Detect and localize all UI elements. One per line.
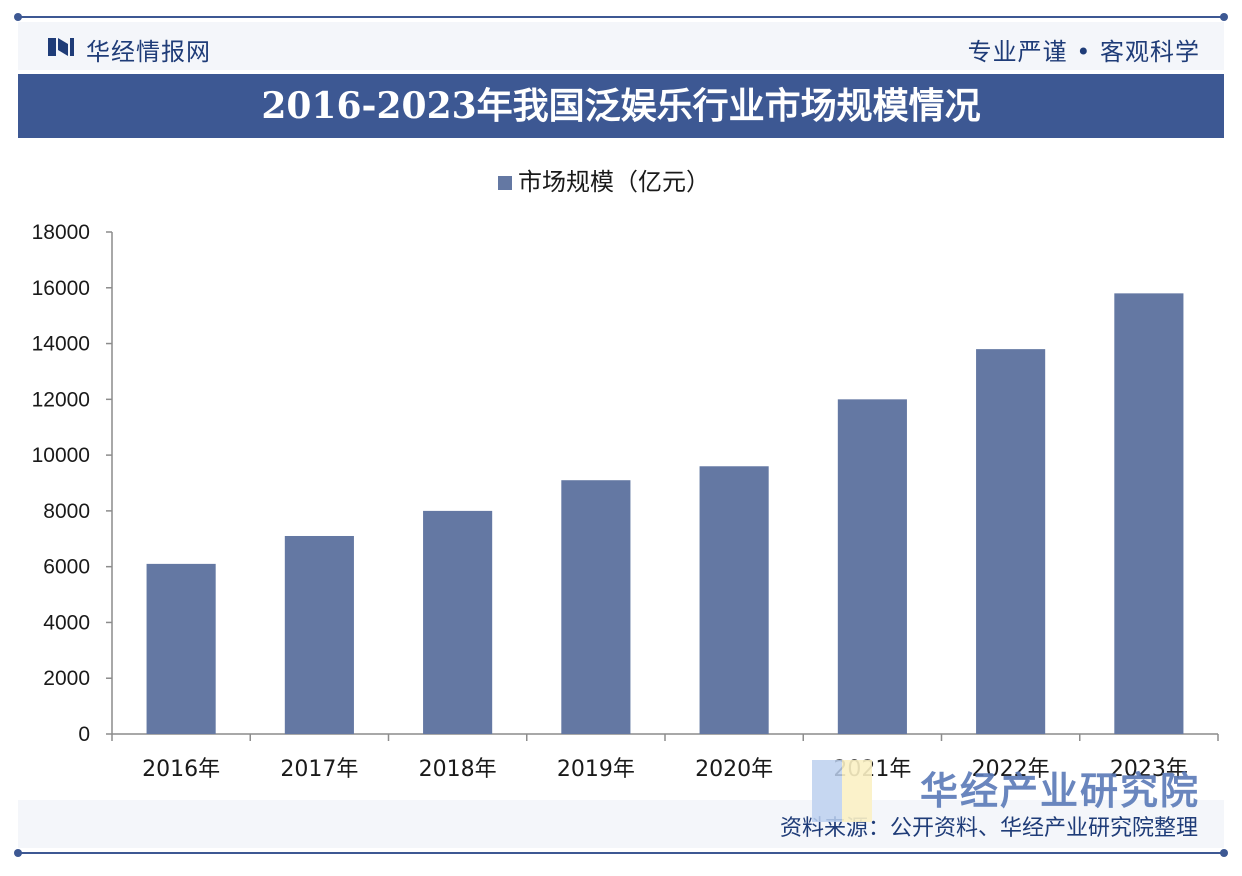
bar-1 <box>146 563 216 734</box>
bar-5 <box>699 466 769 734</box>
frame-top-line <box>18 16 1224 18</box>
brand-logo-icon <box>48 38 74 56</box>
bar-8 <box>1114 293 1184 734</box>
y-tick-label: 2000 <box>43 667 90 690</box>
frame-bottom-left-dot <box>14 849 22 857</box>
x-tick-label: 2022年 <box>972 757 1050 782</box>
bar-3 <box>423 510 493 734</box>
y-tick-label: 18000 <box>32 221 90 244</box>
x-tick-label: 2023年 <box>1110 757 1188 782</box>
slogan: 专业严谨 • 客观科学 <box>967 38 1200 66</box>
y-tick-label: 8000 <box>43 500 90 523</box>
footer-bar: 资料来源：公开资料、华经产业研究院整理 <box>18 800 1224 848</box>
frame-bottom-right-dot <box>1220 849 1228 857</box>
frame-bottom-line <box>18 852 1224 854</box>
frame-top-left-dot <box>14 13 22 21</box>
bar-4 <box>561 480 631 734</box>
y-tick-label: 6000 <box>43 556 90 579</box>
y-tick-label: 10000 <box>32 444 90 467</box>
x-tick-label: 2017年 <box>280 757 358 782</box>
legend-swatch <box>498 176 512 190</box>
footer-brand: 华经产业研究院 <box>920 769 1201 813</box>
bar-6 <box>837 399 907 734</box>
x-tick-label: 2019年 <box>557 757 635 782</box>
header-bar: 华经情报网 专业严谨 • 客观科学 <box>18 22 1224 70</box>
bar-2 <box>284 535 354 734</box>
legend-label: 市场规模（亿元） <box>518 168 710 196</box>
y-tick-label: 4000 <box>43 611 90 634</box>
y-tick-label: 0 <box>78 723 90 746</box>
x-tick-label: 2016年 <box>142 757 220 782</box>
bar-7 <box>976 349 1046 734</box>
frame-top-right-dot <box>1220 13 1228 21</box>
title-bar: 2016-2023年我国泛娱乐行业市场规模情况 <box>18 74 1224 138</box>
y-tick-label: 12000 <box>32 388 90 411</box>
x-tick-label: 2018年 <box>419 757 497 782</box>
y-tick-label: 14000 <box>32 333 90 356</box>
x-tick-label: 2020年 <box>695 757 773 782</box>
y-tick-label: 16000 <box>32 277 90 300</box>
brand-name: 华经情报网 <box>86 38 211 66</box>
chart-title: 2016-2023年我国泛娱乐行业市场规模情况 <box>261 85 981 127</box>
footer-logo-mark-icon <box>812 760 876 822</box>
